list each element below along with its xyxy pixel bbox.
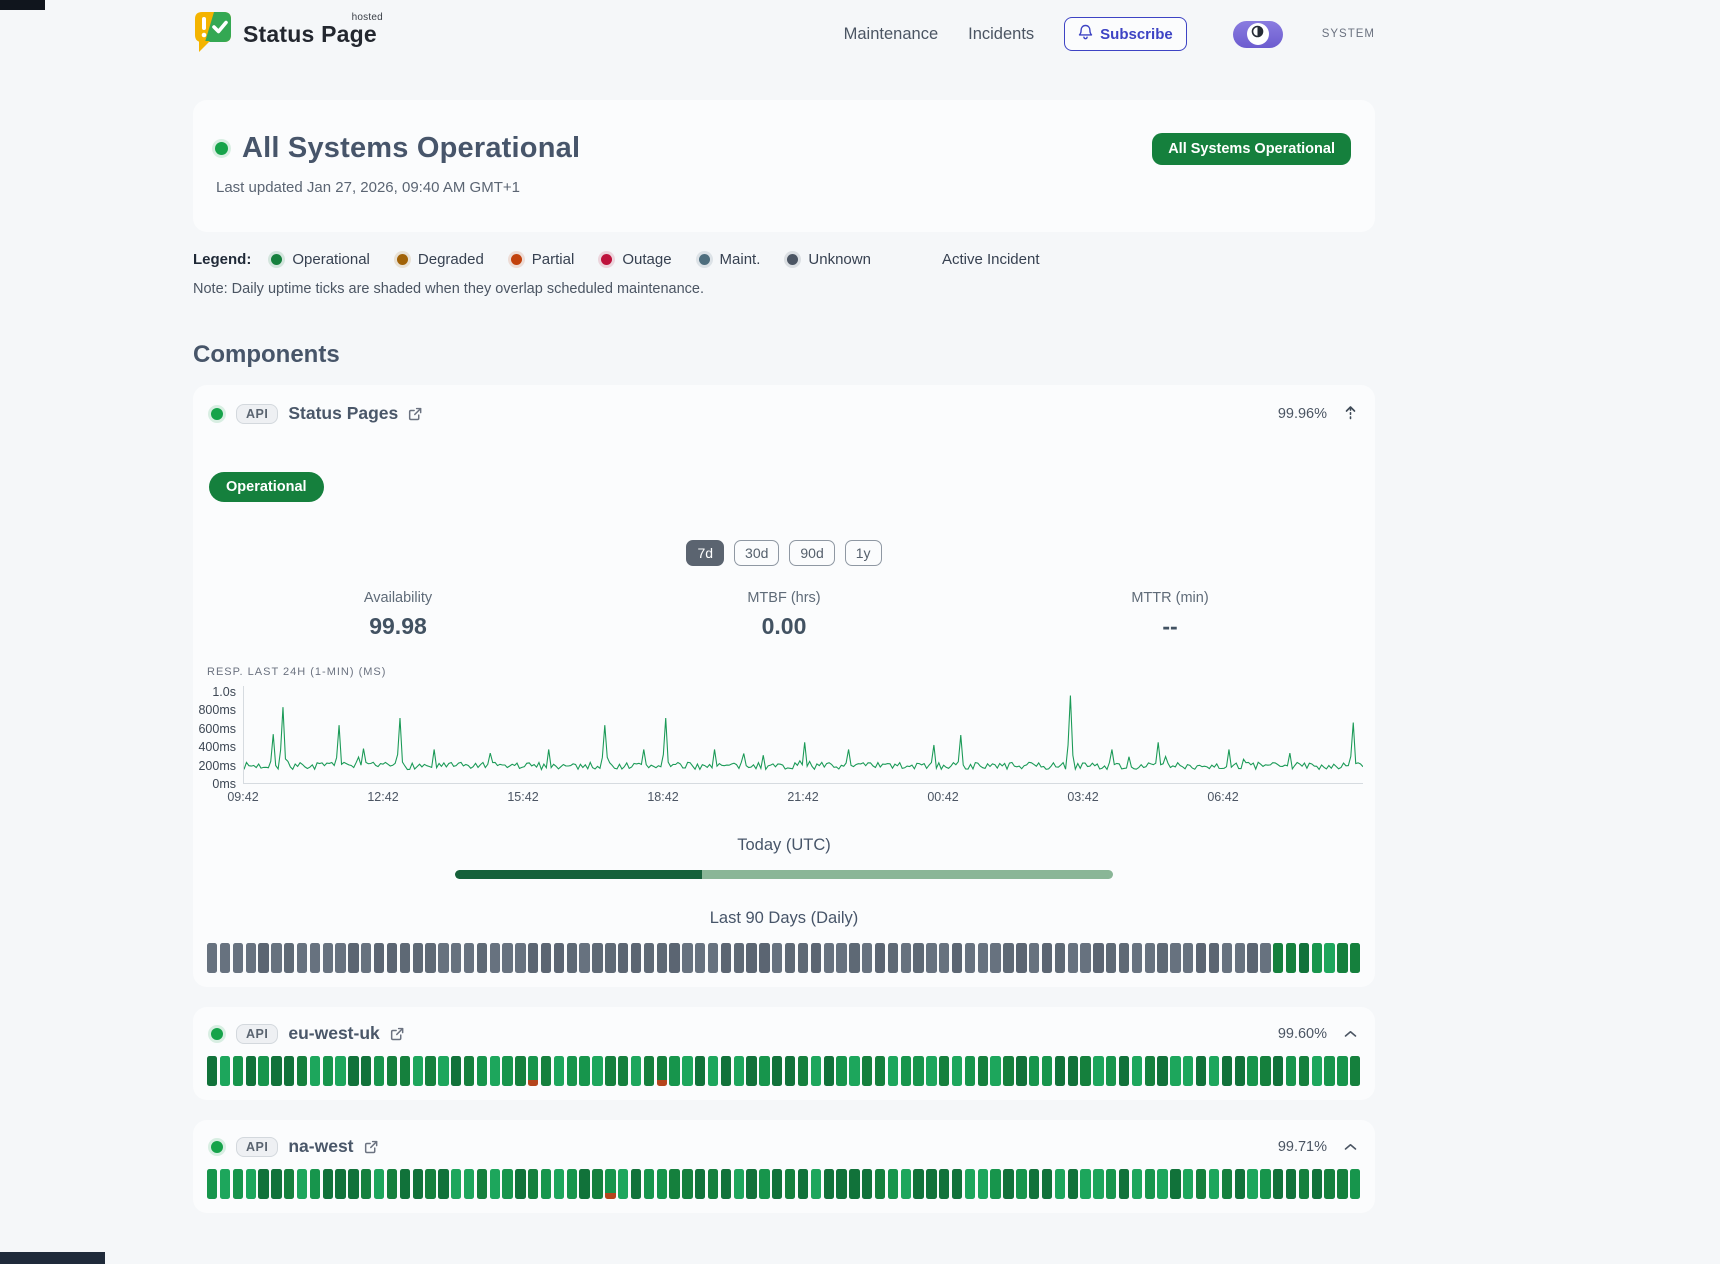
component-uptime: 99.71% xyxy=(1277,1138,1327,1155)
bell-icon xyxy=(1078,24,1093,44)
theme-toggle[interactable] xyxy=(1232,20,1283,48)
expand-chevron-icon[interactable] xyxy=(1344,1143,1357,1151)
external-link-icon[interactable] xyxy=(389,1026,405,1042)
response-line xyxy=(244,695,1363,771)
maintenance-dot xyxy=(698,254,710,265)
legend-item-operational: Operational xyxy=(271,251,370,268)
last-updated-text: Last updated Jan 27, 2026, 09:40 AM GMT+… xyxy=(216,179,520,196)
contrast-icon xyxy=(1251,25,1264,43)
component-name: eu-west-uk xyxy=(288,1023,380,1043)
page-title: All Systems Operational xyxy=(242,132,581,164)
collapse-arrow-icon[interactable] xyxy=(1344,405,1357,423)
stat-availability: Availability 99.98 xyxy=(363,590,433,639)
period-selector: 7d 30d 90d 1y xyxy=(205,540,1363,566)
components-heading: Components xyxy=(193,341,340,368)
legend-item-partial: Partial xyxy=(510,251,574,268)
status-page-logo-icon xyxy=(193,10,233,59)
chart-y-axis: 1.0s 800ms 600ms 400ms 200ms 0ms xyxy=(198,685,236,791)
component-status-dot xyxy=(211,407,223,420)
uptime-history-bar xyxy=(205,943,1363,973)
top-navbar: Status Page hosted Maintenance Incidents… xyxy=(193,0,1375,68)
chart-plot-area xyxy=(243,686,1363,784)
legend-item-active-incident: Active Incident xyxy=(941,251,1040,268)
screen-corner-artifact-bottom xyxy=(0,1252,105,1264)
legend-title: Legend: xyxy=(193,251,252,268)
today-progress-fill xyxy=(455,870,702,879)
period-7d-button[interactable]: 7d xyxy=(686,540,725,566)
legend-note: Note: Daily uptime ticks are shaded when… xyxy=(193,281,705,297)
uptime-history-bar xyxy=(205,1056,1363,1086)
component-uptime: 99.60% xyxy=(1277,1025,1327,1042)
nav-links: Maintenance Incidents Subscribe xyxy=(844,17,1375,51)
degraded-dot xyxy=(396,254,408,265)
overall-status-card: All Systems Operational Last updated Jan… xyxy=(193,100,1375,232)
legend-item-degraded: Degraded xyxy=(396,251,484,268)
period-90d-button[interactable]: 90d xyxy=(789,540,835,566)
legend-item-unknown: Unknown xyxy=(787,251,871,268)
brand-logo[interactable]: Status Page hosted xyxy=(193,10,383,59)
component-name: Status Pages xyxy=(288,403,399,423)
expand-chevron-icon[interactable] xyxy=(1344,1030,1357,1038)
legend-item-maintenance: Maint. xyxy=(698,251,760,268)
today-utc-label: Today (UTC) xyxy=(737,836,831,854)
component-uptime: 99.96% xyxy=(1277,405,1327,422)
response-time-chart: RESP. LAST 24H (1-MIN) (MS) 1.0s 800ms 6… xyxy=(198,666,1363,806)
brand-superscript: hosted xyxy=(351,11,383,23)
uptime-history-bar xyxy=(205,1169,1363,1199)
theme-mode-label: SYSTEM xyxy=(1321,28,1375,40)
unknown-dot xyxy=(787,254,799,265)
chart-x-axis: 09:42 12:42 15:42 18:42 21:42 00:42 03:4… xyxy=(227,790,1239,804)
theme-toggle-knob xyxy=(1246,23,1269,45)
subscribe-button[interactable]: Subscribe xyxy=(1064,17,1187,51)
overall-status-badge: All Systems Operational xyxy=(1152,133,1351,165)
component-header[interactable]: API eu-west-uk 99.60% xyxy=(205,1019,1363,1044)
stats-row: Availability 99.98 MTBF (hrs) 0.00 MTTR … xyxy=(205,590,1363,640)
operational-dot xyxy=(271,254,283,265)
stat-mttr: MTTR (min) -- xyxy=(1131,590,1209,639)
component-status-pill: Operational xyxy=(209,472,324,502)
component-card-na-west: API na-west 99.71% xyxy=(193,1120,1375,1213)
component-name: na-west xyxy=(288,1136,354,1156)
component-card-eu-west-uk: API eu-west-uk 99.60% xyxy=(193,1007,1375,1100)
external-link-icon[interactable] xyxy=(363,1139,379,1155)
today-progress-bar xyxy=(455,870,1113,879)
component-type-badge: API xyxy=(236,1136,279,1157)
component-status-dot xyxy=(211,1140,223,1153)
stat-mtbf: MTBF (hrs) 0.00 xyxy=(747,590,821,639)
history-label: Last 90 Days (Daily) xyxy=(709,909,859,927)
chart-title: RESP. LAST 24H (1-MIN) (MS) xyxy=(207,666,387,678)
period-1y-button[interactable]: 1y xyxy=(844,540,882,566)
external-link-icon[interactable] xyxy=(407,406,423,422)
brand-name: Status Page hosted xyxy=(243,11,383,47)
component-type-badge: API xyxy=(236,1023,279,1044)
partial-dot xyxy=(510,254,522,265)
period-30d-button[interactable]: 30d xyxy=(734,540,780,566)
nav-item-maintenance[interactable]: Maintenance xyxy=(843,24,939,43)
component-type-badge: API xyxy=(236,403,279,424)
outage-dot xyxy=(601,254,613,265)
legend-item-outage: Outage xyxy=(601,251,672,268)
component-header[interactable]: API na-west 99.71% xyxy=(205,1132,1363,1157)
nav-item-incidents[interactable]: Incidents xyxy=(968,24,1035,43)
component-header[interactable]: API Status Pages 99.96% xyxy=(205,399,1363,424)
legend: Legend: Operational Degraded Partial Out… xyxy=(193,251,1375,268)
overall-status-dot xyxy=(215,142,228,155)
component-card-status-pages: API Status Pages 99.96% Operational xyxy=(193,385,1375,987)
component-status-dot xyxy=(211,1027,223,1040)
screen-corner-artifact-top xyxy=(0,0,45,10)
